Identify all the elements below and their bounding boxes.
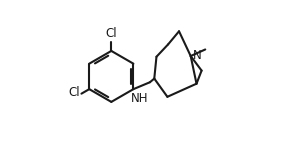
Text: NH: NH [131, 92, 148, 105]
Text: N: N [193, 49, 201, 62]
Text: Cl: Cl [69, 86, 80, 99]
Text: Cl: Cl [106, 27, 117, 40]
